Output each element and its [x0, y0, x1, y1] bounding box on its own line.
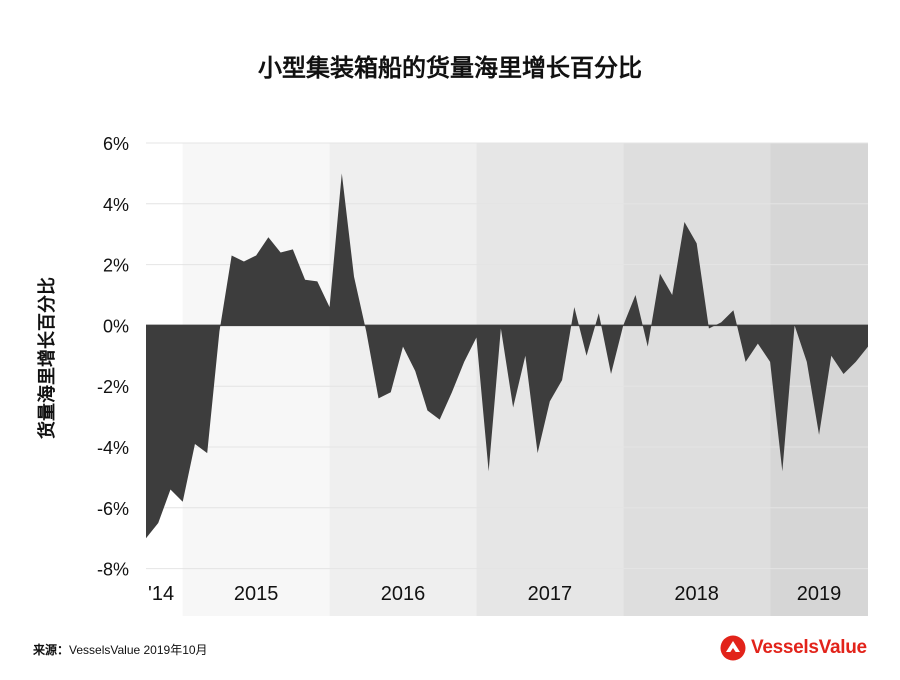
y-tick-label: 6%: [103, 134, 129, 154]
x-tick-label: 2015: [234, 583, 279, 605]
y-tick-label: 4%: [103, 195, 129, 215]
y-tick-label: -6%: [97, 499, 129, 519]
x-tick-label: 2019: [797, 583, 842, 605]
x-tick-label: 2016: [381, 583, 426, 605]
y-tick-label: 0%: [103, 316, 129, 336]
x-tick-label: 2018: [674, 583, 719, 605]
vesselsvalue-logo-icon: [720, 635, 746, 661]
brand-logo: VesselsValue: [720, 633, 867, 663]
area-chart: 6% 4% 2% 0% -2% -4% -6% -8% '14 2015 2016 2017 2018…: [97, 134, 868, 616]
y-tick-labels: 6% 4% 2% 0% -2% -4% -6% -8%: [97, 134, 129, 580]
x-tick-label: 2017: [528, 583, 573, 605]
source-text: VesselsValue 2019年10月: [69, 643, 208, 657]
source-note: 来源：VesselsValue 2019年10月: [33, 641, 208, 658]
year-band: [623, 143, 771, 616]
chart-title: 小型集装箱船的货量海里增长百分比: [258, 54, 642, 82]
x-tick-labels: '14 2015 2016 2017 2018 2019: [148, 583, 841, 605]
data-area: [146, 173, 868, 539]
y-tick-label: -2%: [97, 377, 129, 397]
y-tick-label: -4%: [97, 438, 129, 458]
x-tick-label: '14: [148, 583, 174, 605]
year-bands: [146, 143, 868, 616]
y-tick-label: -8%: [97, 560, 129, 580]
logo-text: VesselsValue: [751, 637, 867, 658]
series-area: [146, 173, 868, 539]
y-tick-label: 2%: [103, 256, 129, 276]
source-label: 来源：: [33, 643, 70, 657]
